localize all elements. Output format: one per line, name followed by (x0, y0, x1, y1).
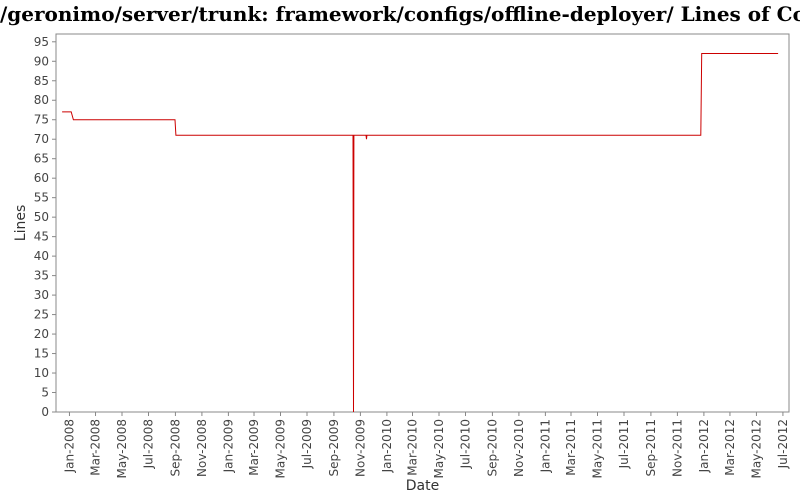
y-tick-label: 55 (34, 191, 49, 205)
x-tick-label: Mar-2012 (723, 419, 737, 476)
y-tick-label: 0 (41, 405, 49, 419)
x-tick-label: Nov-2011 (670, 419, 684, 477)
y-axis: 0 5 10 15 20 25 30 35 40 45 50 55 60 65 70 75 80 85 90 95 (34, 35, 56, 419)
x-tick-label: Jan-2012 (697, 419, 711, 473)
x-tick-label: Mar-2011 (564, 419, 578, 476)
y-tick-label: 90 (34, 54, 49, 68)
x-tick-label: Jan-2010 (380, 419, 394, 473)
x-tick-label: Jan-2009 (221, 419, 235, 473)
y-tick-label: 15 (34, 347, 49, 361)
x-tick-label: Sep-2008 (168, 419, 182, 477)
x-tick-label: Jul-2010 (458, 419, 472, 469)
x-tick-label: Nov-2009 (353, 419, 367, 477)
x-tick-label: May-2008 (115, 419, 129, 478)
x-tick-label: Mar-2010 (406, 419, 420, 476)
series-line (62, 53, 779, 413)
y-tick-label: 10 (34, 366, 49, 380)
y-tick-label: 30 (34, 288, 49, 302)
plot-area (55, 33, 790, 413)
x-tick-label: Sep-2011 (644, 419, 658, 477)
x-tick-label: Jul-2012 (776, 419, 790, 469)
x-tick-label: May-2010 (432, 419, 446, 478)
x-tick-label: Sep-2009 (327, 419, 341, 477)
y-tick-label: 5 (41, 386, 49, 400)
x-tick-label: May-2009 (274, 419, 288, 478)
x-tick-label: Sep-2010 (485, 419, 499, 477)
x-tick-label: Jul-2008 (141, 419, 155, 469)
y-tick-label: 70 (34, 132, 49, 146)
x-tick-label: May-2011 (590, 419, 604, 478)
y-tick-label: 85 (34, 74, 49, 88)
y-tick-label: 40 (34, 249, 49, 263)
x-tick-label: Mar-2008 (89, 419, 103, 476)
x-axis-title: Date (406, 478, 439, 494)
y-axis-title: Lines (13, 205, 29, 241)
x-tick-label: Jul-2009 (300, 419, 314, 469)
y-tick-label: 25 (34, 308, 49, 322)
y-tick-label: 50 (34, 210, 49, 224)
y-tick-label: 60 (34, 171, 49, 185)
y-tick-label: 95 (34, 35, 49, 49)
x-tick-label: Nov-2008 (195, 419, 209, 477)
x-axis: Jan-2008 Mar-2008 May-2008 Jul-2008 Sep-2008… (62, 412, 790, 478)
x-tick-label: Nov-2010 (512, 419, 526, 477)
y-tick-label: 65 (34, 152, 49, 166)
series-group (62, 53, 779, 413)
x-tick-label: Jan-2008 (62, 419, 76, 473)
x-tick-label: Jul-2011 (617, 419, 631, 469)
y-tick-label: 75 (34, 113, 49, 127)
y-tick-label: 45 (34, 230, 49, 244)
y-tick-label: 35 (34, 269, 49, 283)
x-tick-label: Jan-2011 (538, 419, 552, 473)
x-tick-label: May-2012 (749, 419, 763, 478)
y-tick-label: 80 (34, 93, 49, 107)
y-tick-label: 20 (34, 327, 49, 341)
x-tick-label: Mar-2009 (247, 419, 261, 476)
chart-title: /geronimo/server/trunk: framework/config… (0, 2, 800, 26)
